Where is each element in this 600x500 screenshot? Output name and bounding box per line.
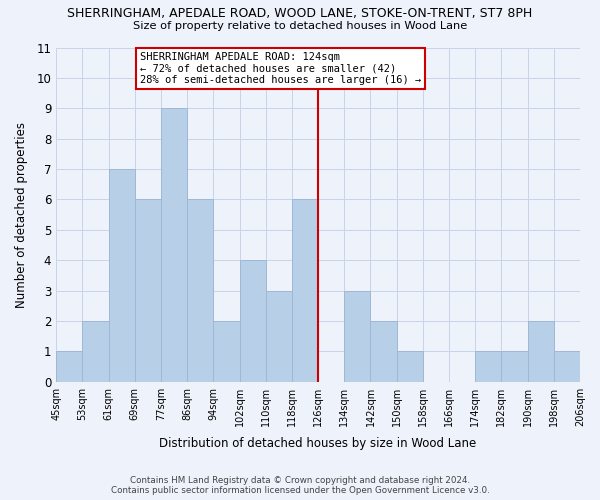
Text: Size of property relative to detached houses in Wood Lane: Size of property relative to detached ho… [133,21,467,31]
Bar [161,108,187,382]
Text: Contains HM Land Registry data © Crown copyright and database right 2024.
Contai: Contains HM Land Registry data © Crown c… [110,476,490,495]
Bar [292,200,318,382]
Bar [527,321,554,382]
Bar [554,352,580,382]
Bar [82,321,109,382]
Text: SHERRINGHAM, APEDALE ROAD, WOOD LANE, STOKE-ON-TRENT, ST7 8PH: SHERRINGHAM, APEDALE ROAD, WOOD LANE, ST… [67,8,533,20]
Bar [502,352,527,382]
Bar [109,169,135,382]
Bar [214,321,239,382]
Bar [135,200,161,382]
Bar [266,290,292,382]
Bar [475,352,502,382]
Bar [187,200,214,382]
Bar [397,352,423,382]
Bar [344,290,370,382]
Y-axis label: Number of detached properties: Number of detached properties [15,122,28,308]
Bar [56,352,82,382]
Bar [370,321,397,382]
X-axis label: Distribution of detached houses by size in Wood Lane: Distribution of detached houses by size … [160,437,477,450]
Bar [239,260,266,382]
Text: SHERRINGHAM APEDALE ROAD: 124sqm
← 72% of detached houses are smaller (42)
28% o: SHERRINGHAM APEDALE ROAD: 124sqm ← 72% o… [140,52,421,86]
